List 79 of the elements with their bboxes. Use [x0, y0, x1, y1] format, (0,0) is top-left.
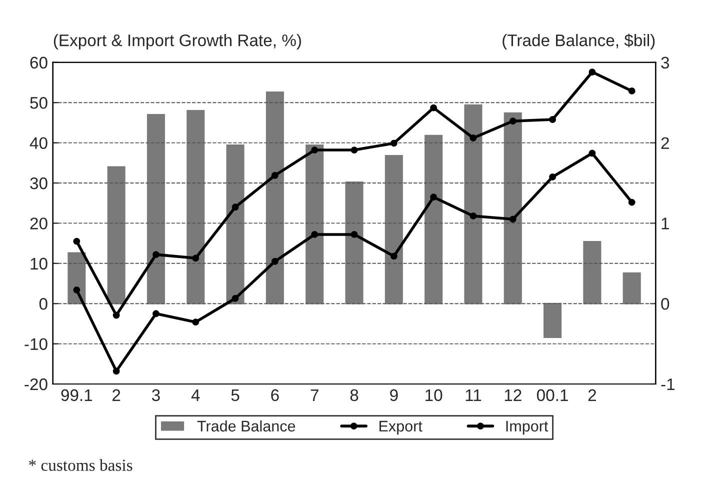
x-tick-label: 12: [504, 389, 522, 401]
point: [350, 146, 358, 154]
bar: [384, 154, 403, 304]
bar: [504, 112, 522, 304]
point: [73, 238, 80, 245]
point: [73, 286, 80, 294]
bar: [226, 144, 244, 304]
point: [430, 104, 438, 112]
bar: [266, 91, 284, 304]
point: [628, 198, 636, 206]
y-tick-label: 40: [30, 137, 48, 150]
point: [390, 140, 398, 147]
x-tick-label: 3: [152, 389, 160, 402]
x-tick-label: 2: [588, 389, 596, 401]
y-tick-label: 60: [30, 56, 48, 69]
point: [192, 254, 200, 262]
y-tick-label: 20: [30, 218, 48, 230]
x-tick-label: 7: [310, 389, 318, 401]
x-tick-label: 00.1: [536, 389, 568, 402]
point: [549, 116, 556, 123]
point: [628, 87, 636, 94]
point: [192, 318, 200, 326]
point: [271, 258, 278, 265]
legend-label: Export: [380, 420, 422, 435]
bar: [146, 114, 166, 304]
point: [232, 294, 239, 302]
point: [112, 312, 120, 319]
y2-tick-label: 0: [661, 298, 670, 310]
point: [470, 212, 477, 220]
point: [549, 173, 556, 180]
point: [152, 251, 160, 258]
x-tick-label: 5: [231, 389, 240, 402]
y2-tick-label: -1: [661, 378, 675, 390]
point: [430, 194, 438, 201]
bar: [583, 240, 602, 304]
y2-tick-label: 3: [661, 56, 670, 69]
point: [112, 368, 120, 375]
legend-label: Import: [506, 420, 548, 435]
x-tick-label: 6: [271, 389, 279, 402]
x-tick-label: 10: [426, 389, 442, 402]
y2-tick-label: 2: [661, 137, 669, 149]
point: [232, 204, 239, 211]
bar: [622, 272, 641, 304]
bar: [68, 252, 86, 304]
text: * customs basis: [29, 459, 132, 471]
point: [509, 216, 516, 223]
bar: [544, 302, 562, 338]
point: [470, 134, 477, 142]
point: [350, 230, 358, 238]
y-axis-title: (Export & Import Growth Rate, %): [54, 34, 301, 50]
point: [390, 252, 398, 260]
point: [311, 146, 318, 154]
y-tick-label: -10: [24, 338, 48, 350]
y-tick-label: 50: [30, 97, 48, 109]
bar: [306, 144, 324, 304]
point: [152, 310, 160, 318]
x-tick-label: 2: [112, 389, 120, 401]
y2-axis-title: (Trade Balance, $bil): [502, 34, 655, 50]
y-tick-label: 0: [39, 298, 48, 310]
point: [588, 150, 596, 157]
x-tick-label: 11: [466, 389, 482, 401]
legend-label: Trade Balance: [197, 420, 296, 432]
x-tick-label: 9: [390, 389, 398, 402]
bar: [424, 134, 443, 304]
y-tick-label: 30: [30, 177, 48, 190]
y2-tick-label: 1: [662, 218, 669, 230]
point: [588, 68, 596, 76]
x-tick-label: 99.1: [61, 389, 92, 402]
y-tick-label: -20: [24, 378, 48, 390]
x-tick-label: 8: [350, 389, 358, 402]
x-tick-label: 4: [191, 389, 200, 401]
bar: [107, 166, 126, 304]
y-tick-label: 10: [30, 258, 48, 270]
bar: [186, 110, 205, 304]
point: [509, 118, 516, 125]
bar: [345, 182, 364, 304]
point: [311, 230, 318, 238]
point: [271, 172, 278, 179]
bar: [464, 104, 482, 304]
